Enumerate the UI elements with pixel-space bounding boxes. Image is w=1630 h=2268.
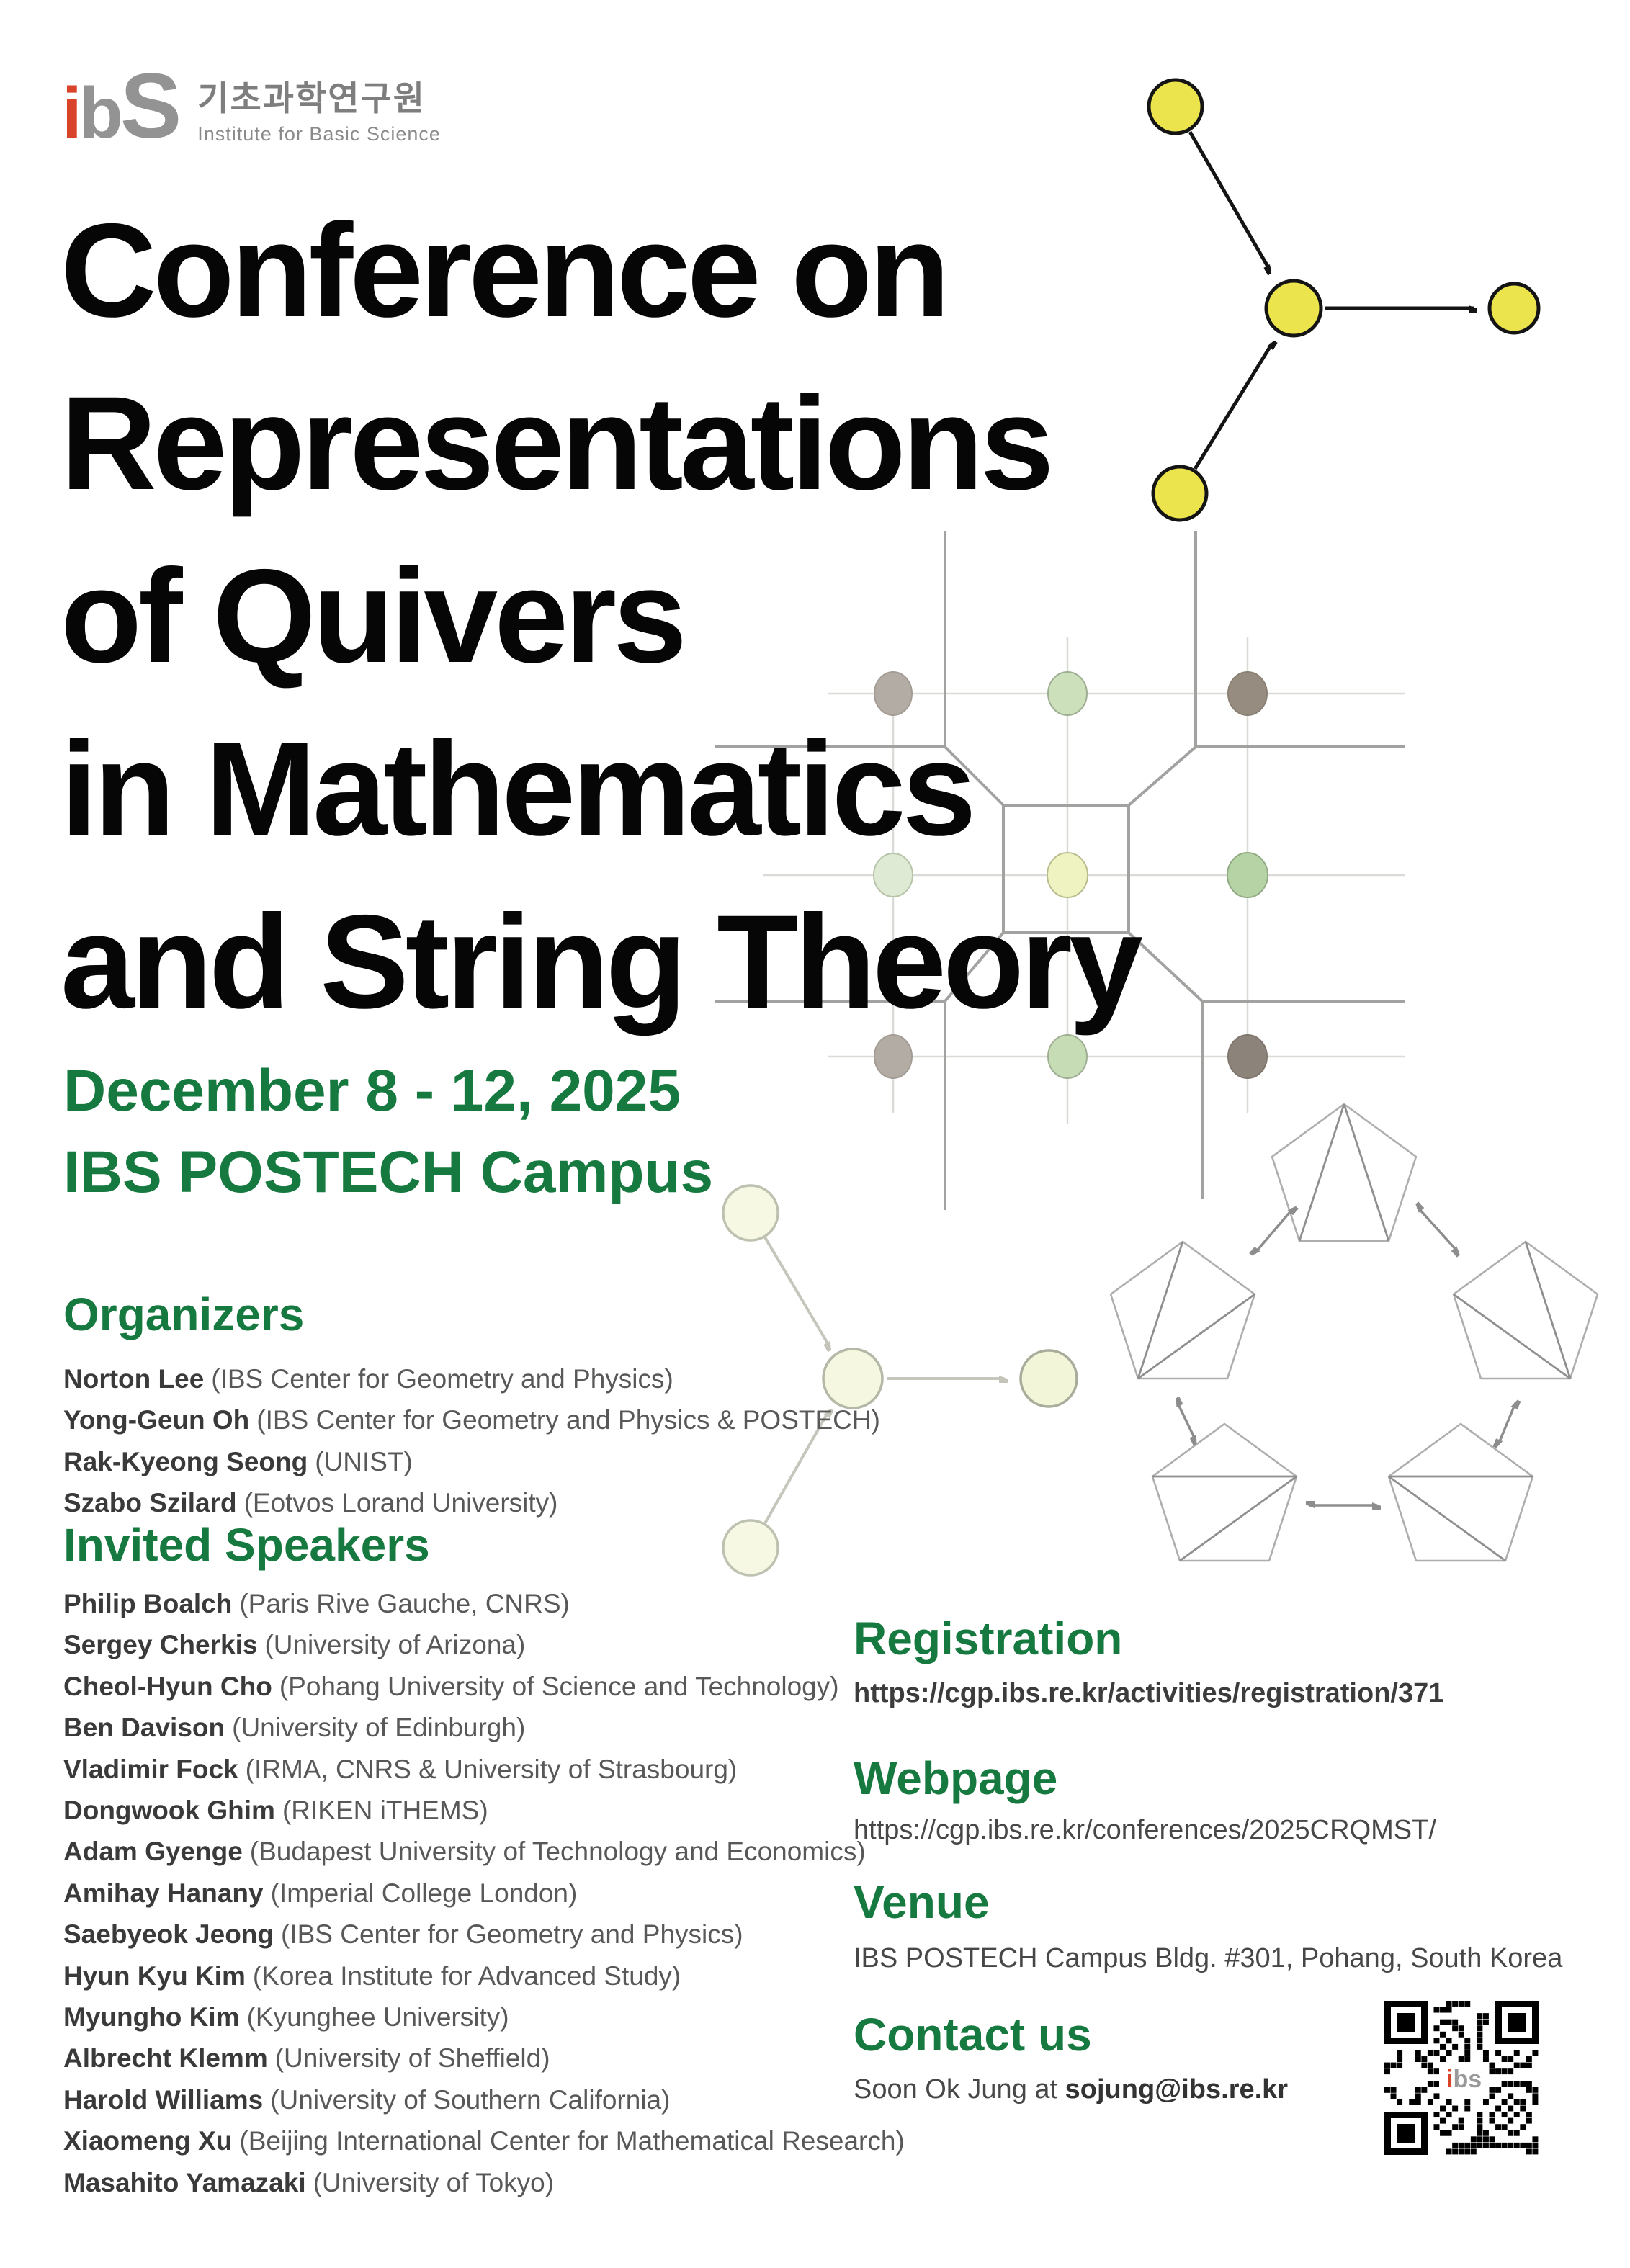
list-item: Norton Lee (IBS Center for Geometry and P… [63,1358,880,1399]
logo-letter-s: S [120,55,182,158]
organizers-heading: Organizers [63,1288,305,1340]
person-name: Norton Lee [63,1364,205,1394]
person-affiliation: (IBS Center for Geometry and Physics & P… [256,1405,880,1435]
pentagon-flip-cycle-icon [1109,1103,1599,1562]
ibs-logo: ibS 기초과학연구원 Institute for Basic Science [62,60,441,153]
person-affiliation: (UNIST) [315,1446,413,1476]
person-name: Ben Davison [63,1713,225,1743]
person-name: Saebyeok Jeong [63,1919,274,1950]
event-dates: December 8 - 12, 2025 [63,1058,681,1124]
logo-letter-i: i [62,73,82,153]
person-name: Sergey Cherkis [63,1630,258,1660]
list-item: Harold Williams (University of Southern C… [63,2079,905,2120]
person-name: Xiaomeng Xu [63,2126,233,2156]
list-item: Saebyeok Jeong (IBS Center for Geometry a… [63,1914,905,1955]
person-affiliation: (IBS Center for Geometry and Physics) [211,1364,673,1394]
svg-text:ibs: ibs [1446,2066,1482,2093]
contact-line: Soon Ok Jung at sojung@ibs.re.kr [854,2074,1288,2105]
contact-email[interactable]: sojung@ibs.re.kr [1065,2074,1289,2105]
webpage-url[interactable]: https://cgp.ibs.re.kr/conferences/2025CR… [854,1815,1436,1845]
qr-code: ibs [1384,2001,1539,2155]
speakers-list: Philip Boalch (Paris Rive Gauche, CNRS) S… [63,1583,905,2203]
list-item: Cheol-Hyun Cho (Pohang University of Scie… [63,1666,905,1707]
title-line-1: Conference on [61,197,950,345]
event-location: IBS POSTECH Campus [63,1139,714,1205]
list-item: Philip Boalch (Paris Rive Gauche, CNRS) [63,1583,905,1624]
lattice-diagram-icon [715,531,1405,1210]
list-item: Albrecht Klemm (University of Sheffield) [63,2038,905,2079]
ibs-logo-mark: ibS [62,60,182,153]
person-name: Philip Boalch [63,1589,233,1618]
list-item: Amihay Hanany (Imperial College London) [63,1873,905,1914]
person-affiliation: (IBS Center for Geometry and Physics) [281,1919,743,1950]
person-name: Rak-Kyeong Seong [63,1446,308,1476]
person-name: Masahito Yamazaki [63,2167,306,2197]
person-affiliation: (Kyunghee University) [246,2002,509,2032]
pale-quiver-diagram-icon [722,1184,1078,1577]
contact-prefix: Soon Ok Jung at [854,2074,1065,2105]
person-name: Yong-Geun Oh [63,1405,250,1435]
person-name: Vladimir Fock [63,1754,238,1784]
poster-title: Conference on Representations of Quivers… [61,184,1143,1049]
list-item: Myungho Kim (Kyunghee University) [63,1996,905,2038]
list-item: Sergey Cherkis (University of Arizona) [63,1624,905,1665]
webpage-heading: Webpage [854,1752,1058,1804]
venue-address: IBS POSTECH Campus Bldg. #301, Pohang, S… [854,1943,1563,1973]
person-name: Szabo Szilard [63,1488,237,1518]
list-item: Ben Davison (University of Edinburgh) [63,1707,905,1748]
list-item: Adam Gyenge (Budapest University of Techn… [63,1831,905,1872]
title-line-3: of Quivers [61,542,687,691]
person-affiliation: (RIKEN iTHEMS) [282,1796,488,1826]
person-name: Dongwook Ghim [63,1796,275,1826]
person-affiliation: (Imperial College London) [270,1878,578,1908]
registration-heading: Registration [854,1613,1123,1664]
registration-url[interactable]: https://cgp.ibs.re.kr/activities/registr… [854,1678,1444,1708]
event-info: December 8 - 12, 2025 IBS POSTECH Campus [63,1050,713,1213]
logo-english-name: Institute for Basic Science [197,123,441,145]
person-affiliation: (University of Edinburgh) [232,1713,526,1743]
person-affiliation: (Budapest University of Technology and E… [249,1837,866,1867]
person-affiliation: (University of Southern California) [270,2084,671,2115]
person-affiliation: (Eotvos Lorand University) [243,1488,558,1518]
list-item: Xiaomeng Xu (Beijing International Center… [63,2120,905,2161]
person-affiliation: (Pohang University of Science and Techno… [279,1671,839,1701]
person-affiliation: (IRMA, CNRS & University of Strasbourg) [245,1754,738,1784]
title-line-5: and String Theory [61,888,1143,1036]
yellow-quiver-diagram-icon [1147,78,1541,522]
list-item: Yong-Geun Oh (IBS Center for Geometry and… [63,1399,880,1440]
person-name: Adam Gyenge [63,1837,243,1867]
person-affiliation: (Beijing International Center for Mathem… [239,2126,905,2156]
venue-heading: Venue [854,1876,990,1928]
list-item: Dongwook Ghim (RIKEN iTHEMS) [63,1790,905,1831]
person-name: Myungho Kim [63,2002,240,2032]
contact-heading: Contact us [854,2009,1092,2061]
logo-korean-name: 기초과학연구원 [197,79,426,117]
person-affiliation: (University of Arizona) [264,1630,526,1660]
person-affiliation: (Paris Rive Gauche, CNRS) [239,1589,570,1618]
organizers-list: Norton Lee (IBS Center for Geometry and P… [63,1358,880,1524]
logo-letter-b: b [79,73,123,153]
list-item: Hyun Kyu Kim (Korea Institute for Advance… [63,1955,905,1996]
person-affiliation: (University of Sheffield) [274,2043,550,2074]
title-line-4: in Mathematics [61,715,976,864]
list-item: Vladimir Fock (IRMA, CNRS & University of… [63,1749,905,1790]
list-item: Rak-Kyeong Seong (UNIST) [63,1441,880,1482]
person-affiliation: (Korea Institute for Advanced Study) [252,1960,681,1991]
person-name: Harold Williams [63,2084,264,2115]
person-name: Albrecht Klemm [63,2043,268,2074]
list-item: Masahito Yamazaki (University of Tokyo) [63,2162,905,2203]
title-line-2: Representations [61,369,1054,518]
speakers-heading: Invited Speakers [63,1519,430,1571]
person-affiliation: (University of Tokyo) [313,2167,555,2197]
list-item: Szabo Szilard (Eotvos Lorand University) [63,1482,880,1523]
person-name: Cheol-Hyun Cho [63,1671,272,1701]
person-name: Hyun Kyu Kim [63,1960,246,1991]
person-name: Amihay Hanany [63,1878,264,1908]
